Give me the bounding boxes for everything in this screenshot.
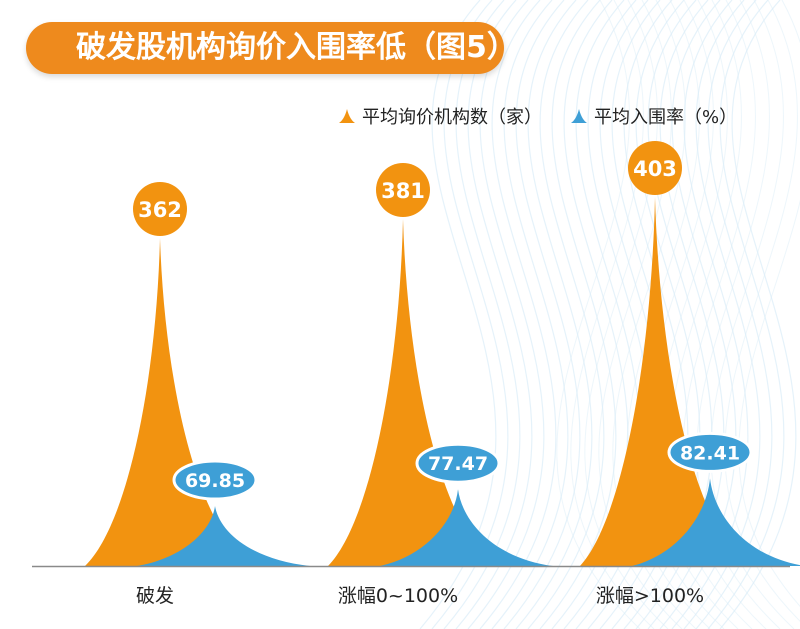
category-label: 破发 [136, 585, 174, 607]
legend-item-rate: 平均入围率（%） [570, 103, 737, 129]
orange-peak [580, 197, 750, 566]
legend-label-rate: 平均入围率（%） [594, 107, 738, 128]
blue-data-label: 82.41 [680, 442, 740, 464]
orange-value-bubble [133, 182, 187, 236]
blue-peak [632, 478, 800, 566]
orange-data-label: 403 [633, 157, 677, 181]
title-banner: 破发股机构询价入围率低（图5） [26, 22, 517, 74]
legend-label-institutions: 平均询价机构数（家） [362, 107, 542, 128]
category-label: 涨幅0~100% [338, 585, 458, 607]
blue-value-bubble [667, 431, 753, 473]
orange-data-label: 381 [381, 179, 425, 203]
blue-data-label: 77.47 [428, 453, 488, 475]
blue-triangle-icon [571, 109, 587, 123]
orange-peak [328, 219, 498, 566]
chart-title: 破发股机构询价入围率低（图5） [76, 30, 517, 65]
blue-data-label: 69.85 [185, 470, 245, 492]
legend-item-institutions: 平均询价机构数（家） [338, 103, 542, 129]
blue-value-bubble [172, 459, 258, 501]
blue-peak [137, 506, 310, 566]
blue-value-bubble [415, 442, 501, 484]
orange-value-bubble [628, 141, 682, 195]
category-label: 涨幅>100% [596, 585, 704, 607]
orange-triangle-icon [339, 109, 355, 123]
orange-value-bubble [376, 163, 430, 217]
blue-peak [380, 489, 553, 566]
orange-data-label: 362 [138, 198, 182, 222]
legend: 平均询价机构数（家） 平均入围率（%） [338, 102, 737, 130]
orange-peak [85, 238, 255, 566]
